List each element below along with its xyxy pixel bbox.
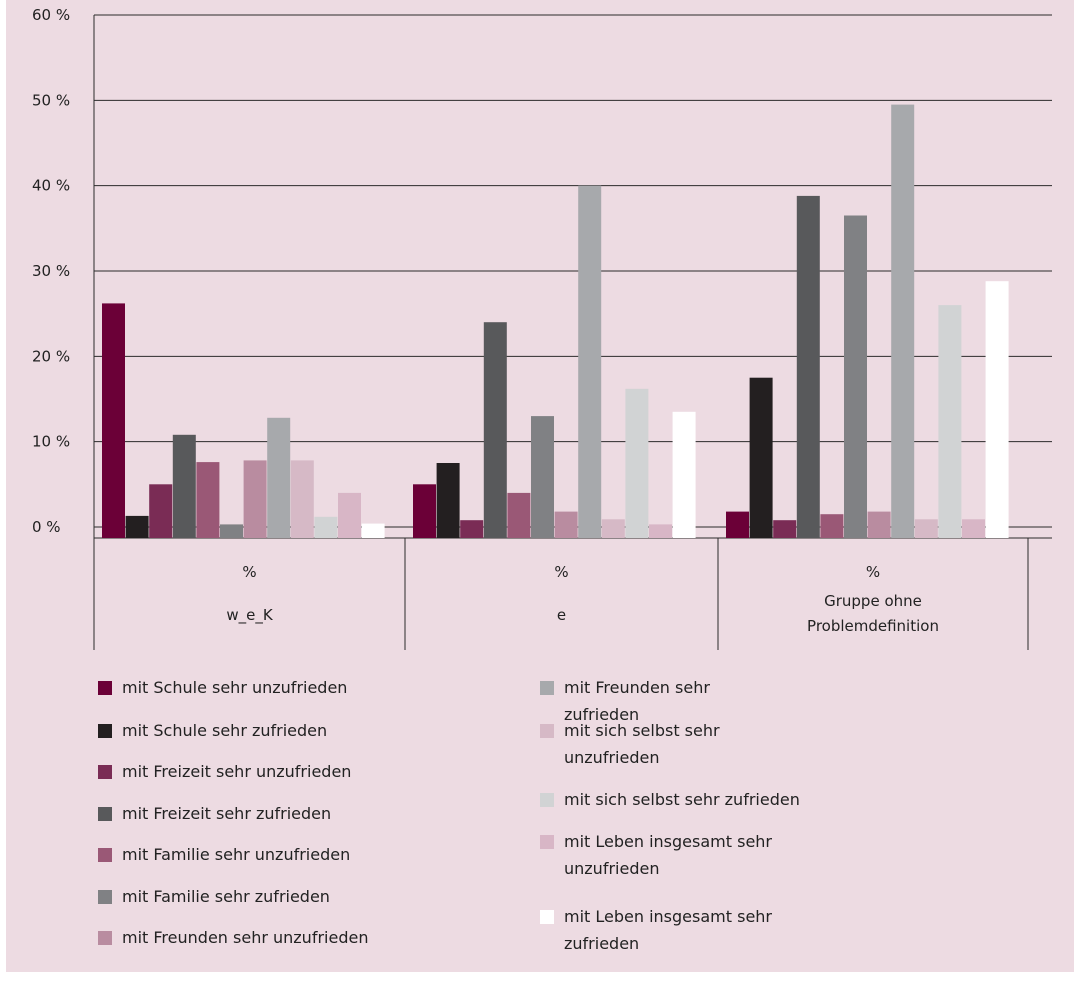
legend-swatch: [98, 765, 112, 779]
bar: [601, 519, 625, 538]
bar: [314, 516, 338, 538]
legend-swatch: [540, 681, 554, 695]
bar: [578, 185, 602, 538]
y-tick-label: 40 %: [32, 177, 70, 195]
y-tick-label: 10 %: [32, 433, 70, 451]
bar: [125, 515, 149, 538]
legend-label: mit Freizeit sehr zufrieden: [122, 804, 332, 823]
category-unit-label: %: [554, 563, 568, 581]
legend-item: mit Schule sehr zufrieden: [98, 717, 458, 744]
bar: [102, 303, 125, 538]
bar-chart: 60 % 50 % 40 % 30 % 20 % 10 % 0 %% w_e_K% e% Grup…: [32, 6, 1052, 650]
legend-label: mit Leben insgesamt sehr unzufrieden: [564, 832, 772, 878]
bar: [749, 377, 773, 538]
legend-item: mit Leben insgesamt sehr zufrieden: [540, 903, 780, 957]
legend-swatch: [98, 848, 112, 862]
bar: [172, 434, 196, 538]
legend-label: mit Freunden sehr zufrieden: [564, 678, 710, 724]
legend-label: mit sich selbst sehr zufrieden: [564, 790, 800, 809]
chart-background: 60 % 50 % 40 % 30 % 20 % 10 % 0 %% w_e_K% e% Grup…: [6, 0, 1074, 972]
legend-item: mit Freunden sehr unzufrieden: [98, 924, 458, 951]
bar: [460, 520, 484, 538]
legend-label: mit Familie sehr zufrieden: [122, 887, 330, 906]
legend-swatch: [98, 890, 112, 904]
legend-swatch: [98, 931, 112, 945]
bar: [267, 417, 291, 538]
legend-label: mit Familie sehr unzufrieden: [122, 845, 351, 864]
y-tick-label: 60 %: [32, 6, 70, 24]
legend-label: mit Freizeit sehr unzufrieden: [122, 762, 352, 781]
bar: [726, 511, 749, 538]
y-tick-label: 50 %: [32, 91, 70, 109]
y-tick-label: 30 %: [32, 262, 70, 280]
bar: [867, 511, 891, 538]
legend-label: mit Schule sehr zufrieden: [122, 721, 328, 740]
y-tick-label: 0 %: [32, 518, 61, 536]
legend-item: mit Freizeit sehr unzufrieden: [98, 758, 458, 785]
bar: [436, 463, 460, 538]
bar: [844, 215, 867, 538]
y-tick-label: 20 %: [32, 347, 70, 365]
category-label: e: [557, 606, 566, 624]
bar: [962, 519, 985, 538]
legend-label: mit Leben insgesamt sehr zufrieden: [564, 907, 772, 953]
legend-swatch: [98, 681, 112, 695]
legend-item: mit Familie sehr unzufrieden: [98, 841, 458, 868]
bar: [290, 460, 314, 538]
bar: [625, 388, 649, 538]
legend-label: mit Schule sehr unzufrieden: [122, 678, 348, 697]
bar: [243, 460, 267, 538]
category-unit-label: %: [866, 563, 880, 581]
bar: [672, 411, 696, 538]
legend-item: mit sich selbst sehr zufrieden: [540, 786, 840, 813]
bar: [938, 305, 962, 538]
bar: [796, 195, 820, 538]
bar: [220, 524, 243, 538]
bar: [531, 416, 554, 538]
category-unit-label: %: [242, 563, 256, 581]
bar: [914, 519, 938, 538]
bar: [891, 104, 915, 538]
legend-swatch: [540, 835, 554, 849]
bar: [338, 492, 361, 538]
bar: [773, 520, 797, 538]
category-label: w_e_K: [226, 606, 273, 625]
bar: [554, 511, 578, 538]
bar: [985, 281, 1009, 538]
legend-swatch: [540, 724, 554, 738]
legend-item: mit sich selbst sehr unzufrieden: [540, 717, 780, 771]
legend-label: mit Freunden sehr unzufrieden: [122, 928, 369, 947]
legend-swatch: [540, 910, 554, 924]
category-label: Gruppe ohne Problemdefinition: [807, 592, 939, 635]
legend-swatch: [98, 724, 112, 738]
legend-label: mit sich selbst sehr unzufrieden: [564, 721, 720, 767]
legend-item: mit Freizeit sehr zufrieden: [98, 800, 458, 827]
legend-swatch: [540, 793, 554, 807]
bar: [149, 484, 173, 538]
bar: [196, 462, 220, 538]
bar: [820, 514, 844, 538]
bar: [507, 492, 531, 538]
legend-swatch: [98, 807, 112, 821]
bar: [483, 322, 507, 538]
bar: [361, 523, 385, 538]
legend-item: mit Familie sehr zufrieden: [98, 883, 458, 910]
bar: [649, 524, 672, 538]
legend-item: mit Schule sehr unzufrieden: [98, 674, 458, 701]
legend-item: mit Freunden sehr zufrieden: [540, 674, 780, 728]
legend-item: mit Leben insgesamt sehr unzufrieden: [540, 828, 780, 882]
bar: [413, 484, 436, 538]
